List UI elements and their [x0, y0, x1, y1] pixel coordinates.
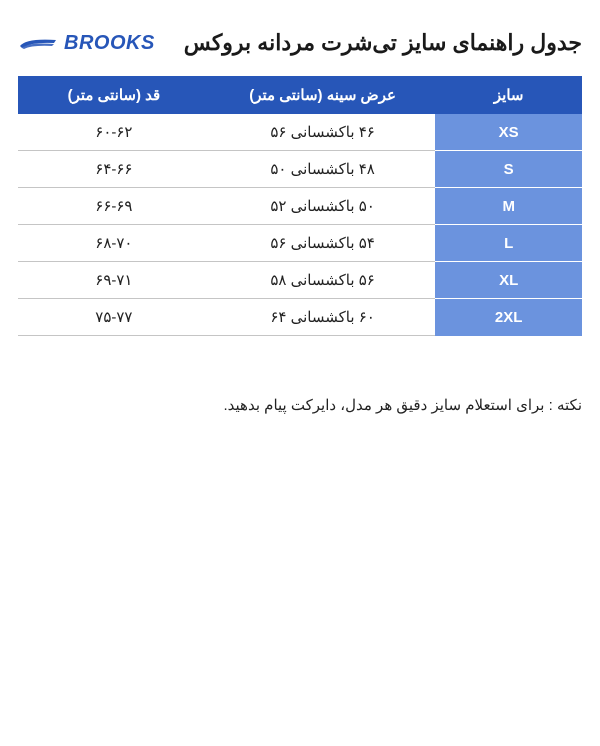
- brand-logo: BROOKS: [18, 32, 155, 55]
- table-row: L ۵۴ باکشسانی ۵۶ ۶۸-۷۰: [18, 225, 582, 262]
- cell-chest: ۴۸ باکشسانی ۵۰: [210, 151, 436, 188]
- size-chart-table: سایز عرض سینه (سانتی متر) قد (سانتی متر)…: [18, 76, 582, 336]
- table-header-row: سایز عرض سینه (سانتی متر) قد (سانتی متر): [18, 76, 582, 114]
- cell-size: 2XL: [435, 299, 582, 336]
- cell-chest: ۵۶ باکشسانی ۵۸: [210, 262, 436, 299]
- cell-chest: ۶۰ باکشسانی ۶۴: [210, 299, 436, 336]
- cell-chest: ۵۴ باکشسانی ۵۶: [210, 225, 436, 262]
- col-header-size: سایز: [435, 76, 582, 114]
- footer-note: نکته : برای استعلام سایز دقیق هر مدل، دا…: [18, 396, 582, 414]
- page-title: جدول راهنمای سایز تی‌شرت مردانه بروکس: [165, 30, 582, 56]
- cell-height: ۷۵-۷۷: [18, 299, 210, 336]
- cell-size: XL: [435, 262, 582, 299]
- table-row: XS ۴۶ باکشسانی ۵۶ ۶۰-۶۲: [18, 114, 582, 151]
- cell-height: ۶۴-۶۶: [18, 151, 210, 188]
- table-row: M ۵۰ باکشسانی ۵۲ ۶۶-۶۹: [18, 188, 582, 225]
- table-row: S ۴۸ باکشسانی ۵۰ ۶۴-۶۶: [18, 151, 582, 188]
- cell-size: S: [435, 151, 582, 188]
- cell-size: L: [435, 225, 582, 262]
- table-row: XL ۵۶ باکشسانی ۵۸ ۶۹-۷۱: [18, 262, 582, 299]
- cell-height: ۶۸-۷۰: [18, 225, 210, 262]
- col-header-height: قد (سانتی متر): [18, 76, 210, 114]
- table-body: XS ۴۶ باکشسانی ۵۶ ۶۰-۶۲ S ۴۸ باکشسانی ۵۰…: [18, 114, 582, 336]
- cell-height: ۶۹-۷۱: [18, 262, 210, 299]
- col-header-chest: عرض سینه (سانتی متر): [210, 76, 436, 114]
- cell-size: M: [435, 188, 582, 225]
- brand-name: BROOKS: [64, 32, 155, 55]
- cell-chest: ۵۰ باکشسانی ۵۲: [210, 188, 436, 225]
- table-row: 2XL ۶۰ باکشسانی ۶۴ ۷۵-۷۷: [18, 299, 582, 336]
- header: جدول راهنمای سایز تی‌شرت مردانه بروکس BR…: [18, 30, 582, 56]
- cell-chest: ۴۶ باکشسانی ۵۶: [210, 114, 436, 151]
- cell-height: ۶۰-۶۲: [18, 114, 210, 151]
- brooks-swoosh-icon: [18, 36, 58, 50]
- cell-height: ۶۶-۶۹: [18, 188, 210, 225]
- cell-size: XS: [435, 114, 582, 151]
